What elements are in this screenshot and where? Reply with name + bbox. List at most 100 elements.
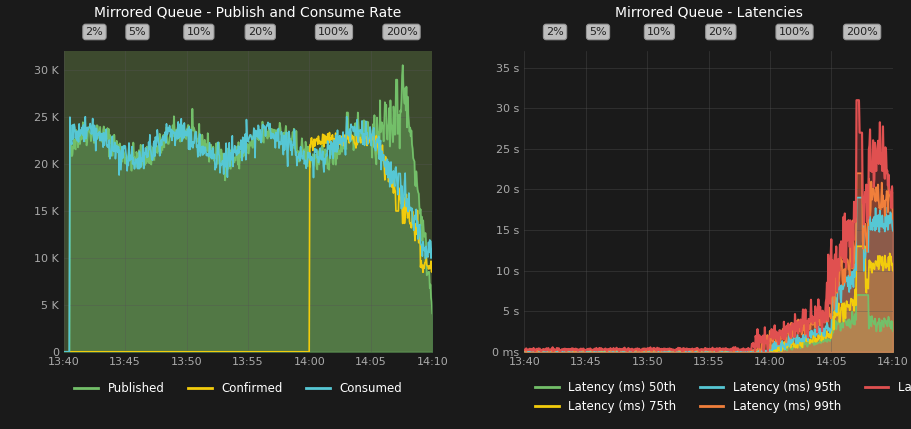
Latency (ms) 99th <box>737 347 748 352</box>
Consumed <box>124 158 135 163</box>
Published <box>225 166 236 171</box>
Confirmed <box>304 142 315 148</box>
Title: Mirrored Queue - Publish and Consume Rate: Mirrored Queue - Publish and Consume Rat… <box>95 6 402 20</box>
Latency (ms) 99th <box>797 326 808 331</box>
Latency (ms) 75th <box>797 345 808 350</box>
Latency (ms) 50th <box>765 349 776 354</box>
Consumed <box>336 136 347 141</box>
Latency (ms) 99th <box>851 171 862 176</box>
Consumed <box>276 129 287 134</box>
Latency (ms) 99th <box>519 348 530 353</box>
Consumed <box>305 158 316 163</box>
Latency (ms) 95th <box>615 349 626 354</box>
Consumed <box>58 349 69 354</box>
Latency (ms) 75th <box>737 348 748 353</box>
Published <box>426 311 437 316</box>
Latency (ms) 99.9th <box>765 333 776 338</box>
Line: Latency (ms) 99th: Latency (ms) 99th <box>525 173 893 352</box>
Latency (ms) 99th <box>585 347 596 352</box>
Latency (ms) 95th <box>765 344 776 349</box>
Confirmed <box>225 349 236 354</box>
Latency (ms) 75th <box>545 349 556 354</box>
Text: 5%: 5% <box>128 27 147 37</box>
Text: 100%: 100% <box>779 27 811 37</box>
Latency (ms) 75th <box>614 348 625 353</box>
Latency (ms) 95th <box>584 348 595 353</box>
Latency (ms) 50th <box>584 349 595 354</box>
Text: 20%: 20% <box>248 27 272 37</box>
Text: 5%: 5% <box>589 27 607 37</box>
Published <box>336 137 347 142</box>
Latency (ms) 95th <box>851 195 862 200</box>
Latency (ms) 50th <box>737 348 748 353</box>
Line: Published: Published <box>64 65 432 352</box>
Text: 200%: 200% <box>846 27 878 37</box>
Latency (ms) 99.9th <box>519 347 530 352</box>
Latency (ms) 75th <box>887 268 898 273</box>
Text: 100%: 100% <box>318 27 350 37</box>
Published <box>124 142 135 147</box>
Confirmed <box>153 349 164 354</box>
Latency (ms) 95th <box>686 348 697 353</box>
Confirmed <box>275 349 286 354</box>
Latency (ms) 75th <box>686 348 697 353</box>
Latency (ms) 50th <box>519 349 530 354</box>
Latency (ms) 99.9th <box>797 318 808 323</box>
Latency (ms) 95th <box>614 349 625 354</box>
Confirmed <box>58 349 69 354</box>
Latency (ms) 99th <box>765 335 776 340</box>
Latency (ms) 99th <box>887 216 898 221</box>
Latency (ms) 95th <box>887 228 898 233</box>
Line: Latency (ms) 50th: Latency (ms) 50th <box>525 295 893 352</box>
Line: Confirmed: Confirmed <box>64 131 432 352</box>
Line: Consumed: Consumed <box>64 117 432 352</box>
Latency (ms) 75th <box>519 349 530 354</box>
Latency (ms) 95th <box>519 348 530 353</box>
Latency (ms) 99.9th <box>686 347 697 352</box>
Published <box>153 143 164 148</box>
Latency (ms) 50th <box>614 349 625 354</box>
Line: Latency (ms) 75th: Latency (ms) 75th <box>525 246 893 352</box>
Published <box>304 165 315 170</box>
Text: 200%: 200% <box>385 27 417 37</box>
Consumed <box>80 114 91 119</box>
Line: Latency (ms) 99.9th: Latency (ms) 99.9th <box>525 100 893 352</box>
Latency (ms) 50th <box>887 328 898 333</box>
Confirmed <box>368 128 379 133</box>
Published <box>58 349 69 354</box>
Text: 10%: 10% <box>647 27 671 37</box>
Legend: Published, Confirmed, Consumed: Published, Confirmed, Consumed <box>69 378 406 400</box>
Latency (ms) 50th <box>851 293 862 298</box>
Latency (ms) 95th <box>737 348 748 353</box>
Latency (ms) 99.9th <box>887 187 898 193</box>
Latency (ms) 75th <box>765 349 776 354</box>
Published <box>275 131 286 136</box>
Latency (ms) 99.9th <box>614 349 625 354</box>
Confirmed <box>336 136 347 141</box>
Latency (ms) 99th <box>536 349 547 354</box>
Latency (ms) 50th <box>686 349 697 354</box>
Consumed <box>226 157 237 163</box>
Confirmed <box>426 260 437 265</box>
Text: 20%: 20% <box>709 27 733 37</box>
Consumed <box>154 144 165 149</box>
Latency (ms) 99th <box>614 348 625 353</box>
Latency (ms) 50th <box>797 342 808 347</box>
Latency (ms) 99.9th <box>750 349 761 354</box>
Text: 2%: 2% <box>86 27 103 37</box>
Latency (ms) 75th <box>585 349 596 354</box>
Latency (ms) 50th <box>633 349 644 354</box>
Consumed <box>426 239 437 244</box>
Confirmed <box>124 349 135 354</box>
Text: 2%: 2% <box>547 27 564 37</box>
Latency (ms) 99.9th <box>736 347 747 352</box>
Latency (ms) 99.9th <box>584 347 595 352</box>
Line: Latency (ms) 95th: Latency (ms) 95th <box>525 198 893 352</box>
Latency (ms) 95th <box>797 338 808 343</box>
Title: Mirrored Queue - Latencies: Mirrored Queue - Latencies <box>615 6 803 20</box>
Text: 10%: 10% <box>187 27 211 37</box>
Published <box>397 63 408 68</box>
Legend: Latency (ms) 50th, Latency (ms) 75th, Latency (ms) 95th, Latency (ms) 99th, Late: Latency (ms) 50th, Latency (ms) 75th, La… <box>530 377 911 418</box>
Latency (ms) 75th <box>851 244 862 249</box>
Latency (ms) 99th <box>686 348 697 353</box>
